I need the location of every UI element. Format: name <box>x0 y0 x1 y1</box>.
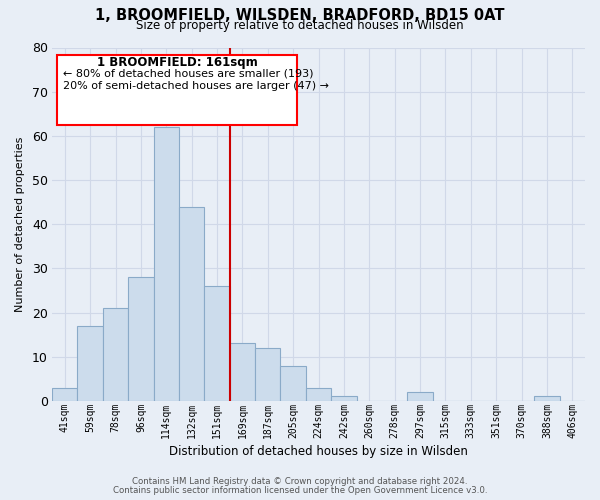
Bar <box>52 388 77 401</box>
Bar <box>205 286 230 401</box>
X-axis label: Distribution of detached houses by size in Wilsden: Distribution of detached houses by size … <box>169 444 468 458</box>
Bar <box>534 396 560 401</box>
FancyBboxPatch shape <box>58 54 297 126</box>
Bar <box>179 206 205 401</box>
Bar <box>154 127 179 401</box>
Text: Size of property relative to detached houses in Wilsden: Size of property relative to detached ho… <box>136 19 464 32</box>
Bar <box>331 396 356 401</box>
Text: Contains HM Land Registry data © Crown copyright and database right 2024.: Contains HM Land Registry data © Crown c… <box>132 477 468 486</box>
Bar <box>280 366 306 401</box>
Bar <box>77 326 103 401</box>
Bar <box>255 348 280 401</box>
Text: 1, BROOMFIELD, WILSDEN, BRADFORD, BD15 0AT: 1, BROOMFIELD, WILSDEN, BRADFORD, BD15 0… <box>95 8 505 22</box>
Text: ← 80% of detached houses are smaller (193): ← 80% of detached houses are smaller (19… <box>63 68 313 78</box>
Bar <box>103 308 128 401</box>
Bar <box>306 388 331 401</box>
Text: 20% of semi-detached houses are larger (47) →: 20% of semi-detached houses are larger (… <box>63 81 329 91</box>
Text: Contains public sector information licensed under the Open Government Licence v3: Contains public sector information licen… <box>113 486 487 495</box>
Text: 1 BROOMFIELD: 161sqm: 1 BROOMFIELD: 161sqm <box>97 56 258 70</box>
Y-axis label: Number of detached properties: Number of detached properties <box>15 136 25 312</box>
Bar <box>230 344 255 401</box>
Bar <box>128 277 154 401</box>
Bar <box>407 392 433 401</box>
